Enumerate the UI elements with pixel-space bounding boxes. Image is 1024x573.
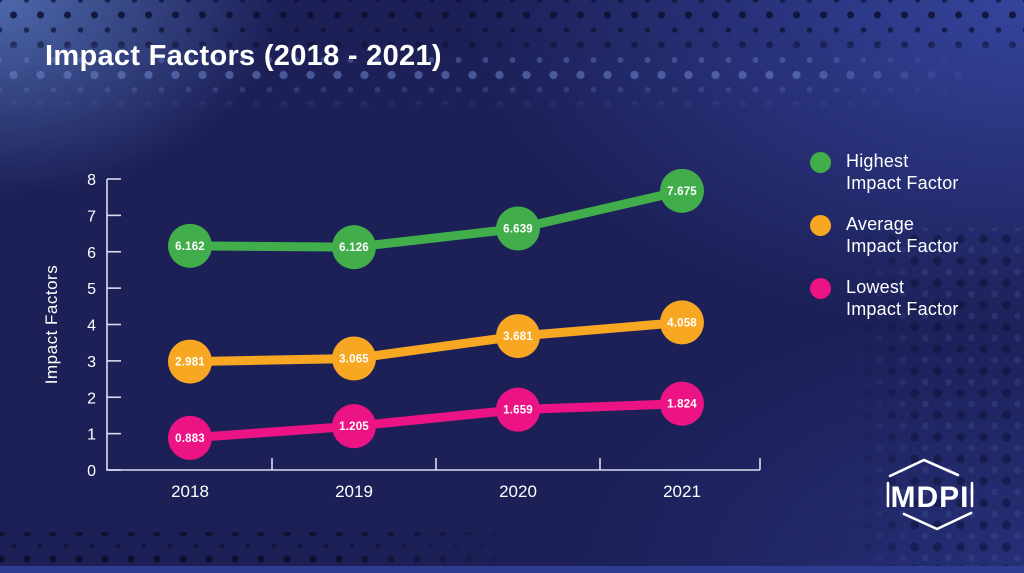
mdpi-logo: MDPI: [886, 458, 974, 531]
y-axis-title: Impact Factors: [42, 265, 61, 384]
data-point-label: 3.065: [339, 354, 369, 366]
highest-series-dot-icon: [810, 152, 831, 173]
mdpi-hexagon-top-edge: [888, 458, 960, 478]
data-point-label: 2.981: [175, 357, 205, 369]
y-tick-label: 4: [87, 318, 96, 335]
legend-label: Average Impact Factor: [846, 213, 959, 257]
y-tick-label: 7: [87, 208, 96, 225]
y-tick-label: 1: [87, 427, 96, 444]
y-tick-label: 2: [87, 390, 96, 407]
lowest-series-dot-icon: [810, 278, 831, 299]
data-point: [168, 415, 212, 460]
x-category-label: 2019: [335, 482, 373, 501]
data-point-label: 7.675: [667, 186, 697, 198]
data-point-label: 1.205: [339, 421, 369, 433]
y-tick-label: 5: [87, 281, 96, 298]
data-point-label: 4.058: [667, 317, 697, 329]
legend-line1: Highest: [846, 151, 909, 171]
x-category-label: 2020: [499, 482, 537, 501]
data-point: [660, 300, 704, 345]
y-tick-label: 0: [87, 463, 96, 480]
average-series-dot-icon: [810, 215, 831, 236]
data-point-label: 6.162: [175, 241, 205, 253]
data-point: [168, 339, 212, 384]
legend-item-highest: Highest Impact Factor: [810, 150, 959, 194]
data-point-label: 6.639: [503, 224, 533, 236]
data-point: [660, 168, 704, 213]
mdpi-hexagon-bottom-edge: [902, 511, 973, 531]
legend-line2: Impact Factor: [846, 173, 959, 193]
data-point: [660, 381, 704, 426]
data-point: [168, 223, 212, 268]
data-point-label: 6.126: [339, 242, 369, 254]
data-point-label: 1.824: [667, 399, 697, 411]
y-tick-label: 8: [87, 172, 96, 189]
bottom-accent-strip: [0, 566, 1024, 573]
data-point: [496, 206, 540, 251]
series-line: [185, 317, 687, 367]
legend-line2: Impact Factor: [846, 299, 959, 319]
data-point: [496, 387, 540, 432]
data-point-label: 1.659: [503, 405, 533, 417]
legend-item-lowest: Lowest Impact Factor: [810, 276, 959, 320]
x-category-label: 2021: [663, 482, 701, 501]
data-point: [496, 314, 540, 359]
mdpi-logo-text: MDPI: [891, 481, 970, 514]
page-title: Impact Factors (2018 - 2021): [45, 40, 442, 72]
x-category-label: 2018: [171, 482, 209, 501]
series-line: [185, 399, 687, 443]
chart-legend: Highest Impact Factor Average Impact Facto…: [810, 150, 959, 320]
legend-item-average: Average Impact Factor: [810, 213, 959, 257]
series-line: [185, 186, 687, 252]
legend-label: Lowest Impact Factor: [846, 276, 959, 320]
legend-label: Highest Impact Factor: [846, 150, 959, 194]
y-tick-label: 6: [87, 245, 96, 262]
data-point: [332, 404, 376, 449]
data-point-label: 0.883: [175, 433, 205, 445]
legend-line1: Average: [846, 214, 915, 234]
legend-line2: Impact Factor: [846, 236, 959, 256]
legend-line1: Lowest: [846, 277, 905, 297]
data-point: [332, 225, 376, 270]
y-tick-label: 3: [87, 354, 96, 371]
data-point: [332, 336, 376, 381]
data-point-label: 3.681: [503, 331, 533, 343]
